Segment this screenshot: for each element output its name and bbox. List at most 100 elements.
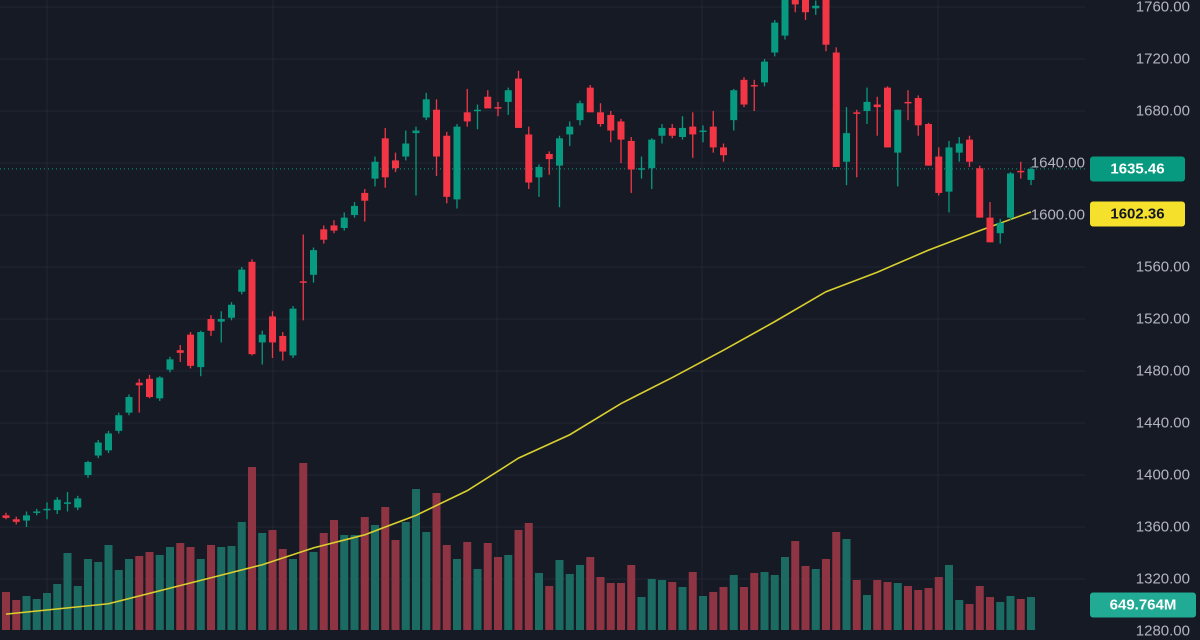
- volume-bar: [104, 544, 113, 630]
- candle-body: [648, 139, 656, 169]
- candle-body: [976, 168, 984, 218]
- candle-up: [453, 124, 461, 209]
- volume-bar: [934, 577, 943, 630]
- candle-body: [853, 112, 861, 114]
- candle-body: [105, 433, 112, 451]
- volume-bar: [678, 587, 687, 630]
- candle-body: [258, 334, 266, 343]
- candle-down: [146, 374, 153, 399]
- candle-body: [515, 78, 522, 128]
- y-tick-label: 1720.00: [1135, 50, 1190, 68]
- candle-up: [258, 330, 266, 365]
- candle-up: [556, 135, 563, 208]
- volume-bar: [770, 574, 779, 630]
- candle-down: [976, 165, 984, 218]
- candle-body: [412, 130, 420, 134]
- candle-up: [648, 138, 656, 190]
- volume-bar: [863, 594, 871, 630]
- volume-bar: [73, 585, 82, 630]
- candle-up: [371, 156, 379, 187]
- volume-bar: [340, 534, 349, 630]
- candle-up: [535, 164, 543, 197]
- candle-down: [822, 0, 830, 52]
- volume-bar: [319, 532, 328, 630]
- volume-bar: [84, 558, 92, 630]
- candle-body: [576, 103, 584, 121]
- candle-down: [904, 90, 912, 121]
- candle-body: [33, 511, 41, 513]
- candle-body: [422, 99, 430, 118]
- candle-body: [617, 121, 625, 140]
- candle-body: [84, 462, 92, 476]
- volume-bar: [278, 548, 287, 630]
- candle-up: [238, 267, 246, 295]
- volume-bar: [43, 592, 51, 630]
- candle-body: [463, 112, 471, 122]
- candle-down: [330, 220, 338, 234]
- volume-bar: [268, 530, 277, 630]
- candle-down: [2, 512, 10, 520]
- candle-body: [474, 109, 481, 112]
- candle-body: [832, 52, 840, 167]
- candle-up: [125, 394, 133, 416]
- volume-bar: [401, 521, 410, 630]
- volume-bar: [237, 521, 246, 630]
- volume-bar: [145, 551, 154, 630]
- candle-body: [74, 498, 82, 508]
- candle-body: [802, 0, 809, 13]
- y-tick-label: 1360.00: [1135, 518, 1190, 536]
- volume-bar: [688, 571, 697, 630]
- candle-up: [94, 439, 102, 459]
- candle-body: [791, 0, 799, 5]
- volume-bar: [524, 522, 533, 630]
- moving-average-label: 1602.36: [1090, 201, 1185, 227]
- candle-body: [720, 147, 727, 156]
- candle-body: [176, 350, 184, 353]
- volume-bar: [196, 558, 205, 630]
- candle-body: [340, 217, 348, 229]
- y-tick-label: 1400.00: [1135, 466, 1190, 484]
- volume-bar: [719, 587, 728, 630]
- volume-bar: [135, 555, 144, 630]
- volume-bar: [32, 598, 41, 630]
- volume-bar: [545, 585, 554, 630]
- volume-bar: [125, 558, 133, 630]
- candle-up: [340, 212, 348, 231]
- volume-bar: [94, 561, 103, 630]
- candle-body: [925, 124, 932, 166]
- volume-bar: [412, 488, 420, 630]
- candle-down: [689, 112, 697, 158]
- y-tick-label: 1680.00: [1135, 102, 1190, 120]
- candle-down: [914, 95, 922, 136]
- volume-bar: [1016, 598, 1025, 630]
- candle-up: [730, 88, 738, 131]
- volume-bar: [422, 531, 431, 630]
- candle-body: [187, 334, 194, 366]
- candle-body: [115, 415, 123, 431]
- candle-down: [320, 225, 328, 244]
- volume-bar: [842, 538, 851, 630]
- candle-up: [105, 430, 112, 453]
- candle-body: [771, 22, 779, 53]
- candle-body: [392, 160, 399, 169]
- candle-body: [566, 126, 574, 135]
- candle-body: [207, 319, 215, 331]
- candle-up: [474, 104, 481, 130]
- volume-bar: [729, 574, 738, 630]
- volume-bar: [473, 568, 482, 630]
- candle-down: [884, 86, 891, 148]
- volume-bar: [258, 532, 267, 630]
- candle-down: [986, 202, 994, 243]
- candle-body: [361, 192, 369, 201]
- volume-bar: [668, 581, 677, 630]
- volume-bars: [2, 463, 1035, 630]
- candle-body: [330, 225, 338, 231]
- candle-body: [843, 133, 850, 162]
- candle-down: [586, 85, 594, 113]
- y-tick-label: 1640.00: [1030, 154, 1085, 172]
- candle-body: [43, 508, 51, 511]
- volume-label: 649.764M: [1090, 592, 1196, 618]
- volume-bar: [914, 590, 923, 630]
- volume-bar: [975, 585, 984, 630]
